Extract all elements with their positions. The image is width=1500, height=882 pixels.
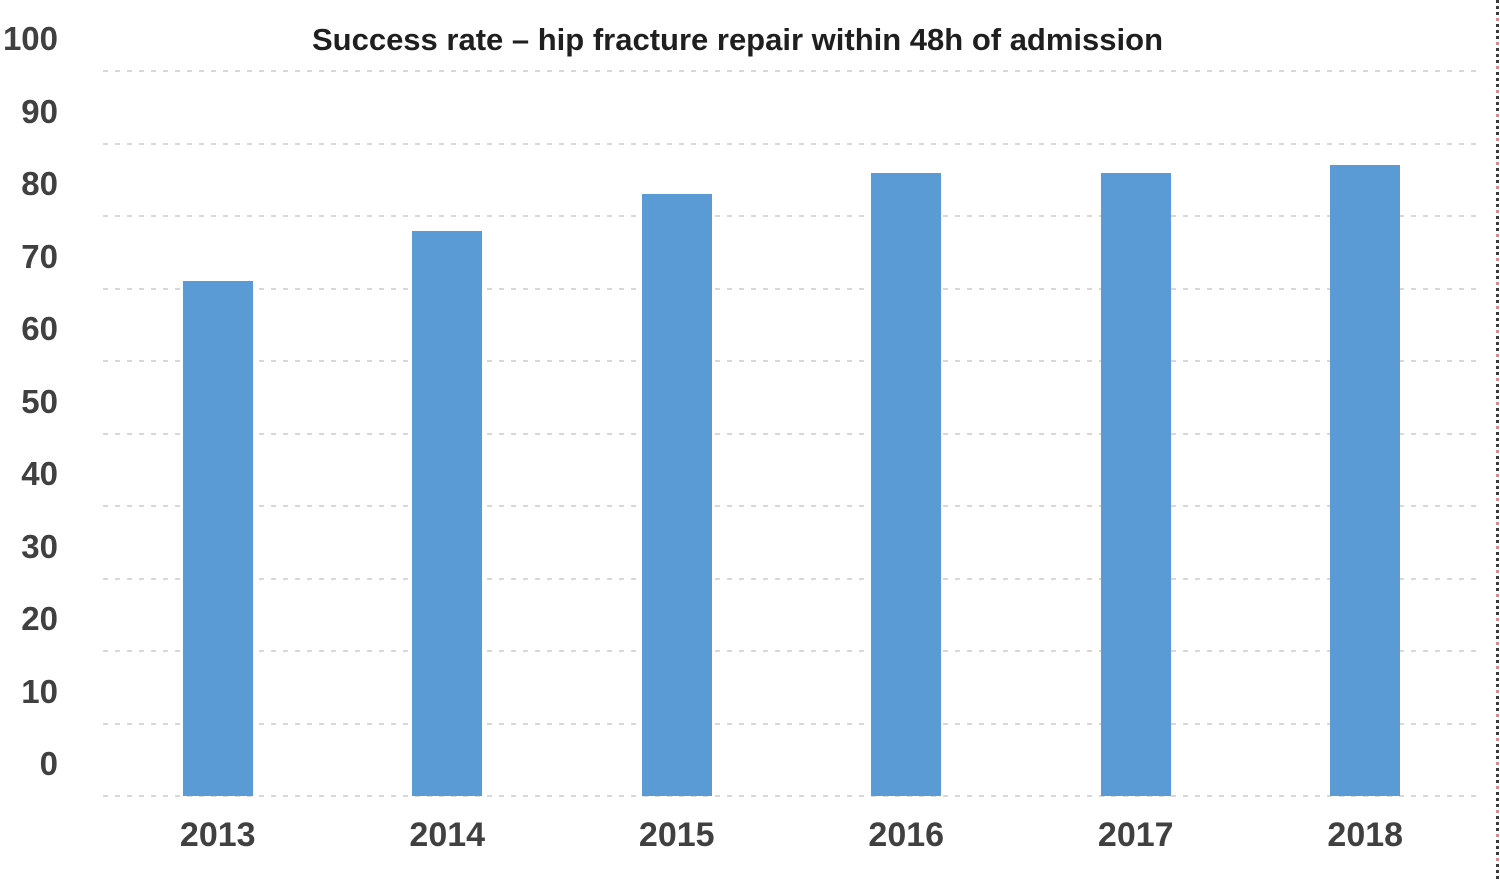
y-axis-tick-label: 50 <box>21 382 58 420</box>
gridline-y-70 <box>103 287 1480 290</box>
y-axis-tick-label: 70 <box>21 237 58 275</box>
bar-2014 <box>412 230 483 796</box>
x-axis-tick-label: 2013 <box>179 816 256 854</box>
gridline-y-0 <box>103 795 1480 797</box>
selection-marquee-border <box>1496 0 1499 882</box>
gridline-y-20 <box>103 650 1480 652</box>
x-axis-tick-label: 2015 <box>638 816 715 854</box>
y-axis-tick-label: 0 <box>39 745 58 782</box>
gridline-y-10 <box>103 722 1480 725</box>
y-axis-tick-label: 80 <box>21 165 58 202</box>
bar-2017 <box>1100 172 1171 796</box>
gridline-y-50 <box>103 432 1480 435</box>
y-axis-tick-label: 100 <box>2 20 58 57</box>
x-axis-tick-label: 2016 <box>868 816 945 854</box>
x-axis-tick-label: 2018 <box>1327 816 1404 854</box>
y-axis-tick-label: 30 <box>21 527 58 565</box>
x-axis-tick-label: 2014 <box>409 816 486 854</box>
bar-2016 <box>871 172 942 796</box>
y-axis-tick-label: 40 <box>21 455 58 492</box>
y-axis-tick-label: 90 <box>21 92 58 130</box>
gridline-y-80 <box>103 215 1480 217</box>
chart-title: Success rate – hip fracture repair withi… <box>311 22 1164 57</box>
bar-2018 <box>1330 165 1401 796</box>
plot-area: 0 10 20 30 40 50 60 70 80 90 100 <box>3 22 1480 797</box>
gridline-y-60 <box>103 360 1480 362</box>
gridline-y-40 <box>103 505 1480 507</box>
gridline-y-100 <box>103 70 1480 72</box>
bar-2013 <box>182 281 253 796</box>
x-axis-tick-label: 2017 <box>1097 816 1174 854</box>
gridline-y-30 <box>103 577 1480 580</box>
bar-2015 <box>641 194 712 796</box>
y-axis-tick-label: 60 <box>21 310 58 347</box>
y-axis-tick-label: 20 <box>21 600 58 637</box>
y-axis-tick-label: 10 <box>21 672 58 710</box>
gridline-y-90 <box>103 142 1480 145</box>
